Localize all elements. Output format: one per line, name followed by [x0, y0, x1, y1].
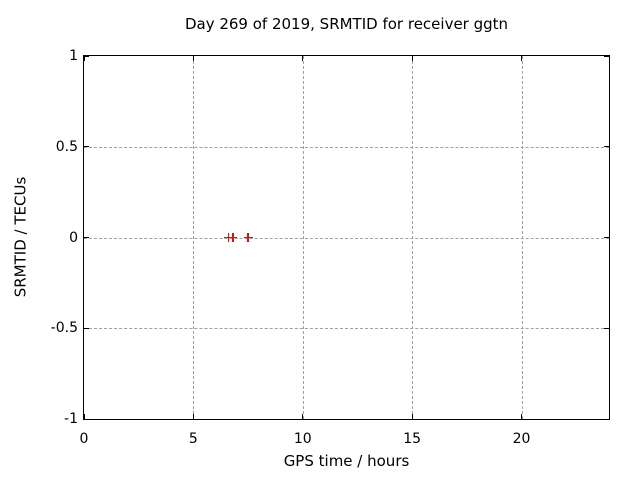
data-point-marker — [243, 233, 253, 242]
marker-bar — [232, 233, 234, 242]
x-tick-label: 0 — [79, 431, 89, 447]
x-tick-mark — [411, 414, 413, 419]
x-tick-label: 10 — [293, 431, 312, 447]
x-tick-label: 20 — [512, 431, 531, 447]
x-tick-mark — [192, 56, 194, 61]
y-tick-mark — [604, 55, 609, 57]
x-tick-mark — [83, 414, 85, 419]
y-tick-mark — [604, 146, 609, 148]
x-tick-mark — [302, 414, 304, 419]
y-tick-mark — [84, 237, 89, 238]
y-tick-label: -1 — [64, 411, 78, 427]
y-tick-label: 0.5 — [55, 138, 78, 155]
y-tick-mark — [84, 55, 89, 57]
y-tick-mark — [604, 237, 609, 238]
y-tick-label: 1 — [69, 48, 78, 64]
x-tick-mark — [411, 56, 413, 61]
y-tick-mark — [604, 418, 609, 420]
x-tick-mark — [521, 414, 522, 419]
x-tick-label: 15 — [403, 431, 422, 447]
chart-title: Day 269 of 2019, SRMTID for receiver ggt… — [184, 15, 509, 33]
x-tick-mark — [83, 56, 85, 61]
y-tick-mark — [84, 327, 89, 329]
y-tick-label: -0.5 — [50, 320, 78, 337]
data-point-marker — [228, 233, 238, 242]
y-tick-mark — [84, 418, 89, 420]
x-tick-mark — [302, 56, 304, 61]
y-tick-label: 0 — [69, 229, 78, 246]
y-tick-mark — [84, 146, 89, 148]
x-tick-mark — [192, 414, 194, 419]
marker-bar — [247, 233, 249, 242]
y-tick-mark — [604, 327, 609, 329]
horizontal-gridline — [84, 237, 609, 239]
x-axis-label: GPS time / hours — [283, 452, 410, 470]
x-tick-label: 5 — [188, 431, 198, 447]
horizontal-gridline — [84, 328, 609, 330]
horizontal-gridline — [84, 146, 609, 148]
plot-area — [83, 55, 610, 420]
x-tick-mark — [521, 56, 522, 61]
